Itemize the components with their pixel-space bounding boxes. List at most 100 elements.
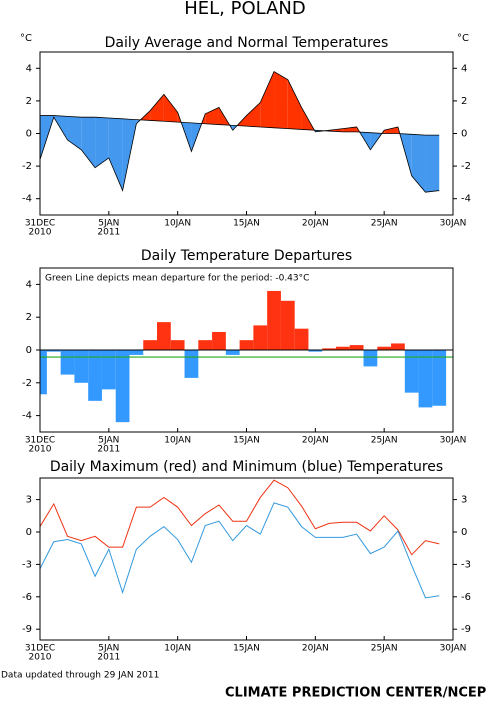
- chart-title: Daily Temperature Departures: [141, 248, 352, 264]
- bar: [88, 350, 102, 401]
- x-tick-label: 25JAN: [371, 219, 398, 229]
- x-tick-label: 30JAN: [440, 436, 467, 446]
- y-tick-label-right: 3: [461, 495, 467, 506]
- bar: [170, 340, 185, 350]
- departure-fill: [81, 117, 96, 168]
- y-tick-label: -3: [22, 559, 32, 570]
- bar: [184, 350, 199, 378]
- bar: [377, 346, 392, 350]
- bar: [363, 350, 378, 367]
- y-tick-label: -2: [22, 378, 32, 389]
- bar: [267, 290, 281, 350]
- y-tick-label-right: -4: [461, 194, 471, 205]
- departure-fill: [274, 71, 288, 129]
- bar: [225, 350, 240, 355]
- x-tick-label: 10JAN: [164, 436, 191, 446]
- bar: [322, 348, 336, 350]
- y-tick-label: 2: [26, 312, 32, 323]
- temperature-line: [40, 479, 440, 556]
- y-tick-label: 0: [26, 129, 32, 140]
- departure-fill: [150, 94, 164, 122]
- bar: [253, 325, 268, 350]
- update-note: Data updated through 29 JAN 2011: [1, 671, 159, 681]
- y-tick-label: 2: [26, 96, 32, 107]
- bar: [129, 350, 144, 355]
- plot-frame: [39, 51, 454, 216]
- y-tick-label-right: 0: [461, 129, 467, 140]
- y-tick-label: -2: [22, 161, 32, 172]
- temperature-line: [40, 115, 440, 136]
- x-tick-label: 15JAN: [233, 436, 260, 446]
- bar: [391, 343, 405, 350]
- unit-left: °C: [20, 33, 32, 44]
- bar: [60, 350, 75, 375]
- x-tick-label: 15JAN: [233, 219, 260, 229]
- bar: [349, 345, 364, 350]
- x-tick-label: 31DEC: [25, 644, 55, 654]
- departure-fill: [287, 79, 302, 130]
- unit-right: °C: [457, 33, 469, 44]
- y-tick-label: 4: [26, 63, 32, 74]
- departure-fill: [205, 107, 219, 125]
- y-tick-label: 0: [26, 345, 32, 356]
- chart-title: Daily Average and Normal Temperatures: [105, 35, 389, 51]
- bar: [335, 346, 350, 350]
- y-tick-label: -4: [22, 194, 32, 205]
- departure-fill: [342, 126, 357, 132]
- y-tick-label: -4: [22, 411, 32, 422]
- credit: CLIMATE PREDICTION CENTER/NCEP: [225, 686, 486, 701]
- bar: [280, 300, 295, 350]
- bar: [308, 350, 323, 352]
- year-label: 2010: [29, 653, 52, 663]
- bar: [101, 350, 116, 390]
- plot-frame: [39, 477, 454, 641]
- bar: [212, 331, 226, 350]
- y-tick-label: 3: [26, 495, 32, 506]
- x-tick-label: 31DEC: [25, 436, 55, 446]
- bar: [143, 340, 158, 350]
- x-tick-label: 10JAN: [164, 644, 191, 654]
- departure-fill: [246, 102, 261, 127]
- departure-fill: [425, 135, 440, 193]
- x-tick-label: 20JAN: [302, 644, 329, 654]
- x-tick-label: 15JAN: [233, 644, 260, 654]
- departure-fill: [411, 134, 426, 193]
- x-tick-label: 25JAN: [371, 436, 398, 446]
- bar: [432, 350, 447, 406]
- x-tick-label: 31DEC: [25, 219, 55, 229]
- x-tick-label: 25JAN: [371, 644, 398, 654]
- plot: [40, 479, 440, 599]
- y-tick-label-right: 0: [461, 527, 467, 538]
- departure-fill: [163, 94, 178, 123]
- bar: [418, 350, 433, 408]
- year-label: 2010: [29, 228, 52, 238]
- year-label: 2011: [97, 445, 120, 455]
- bar: [157, 322, 171, 350]
- x-tick-label: 5JAN: [98, 644, 119, 654]
- year-label: 2010: [29, 445, 52, 455]
- y-tick-label-right: -9: [461, 624, 471, 635]
- departure-fill: [95, 117, 109, 168]
- departure-fill: [397, 126, 400, 134]
- bar: [239, 340, 254, 350]
- temperature-line: [40, 502, 440, 599]
- bar: [46, 350, 61, 352]
- y-tick-label-right: -3: [461, 559, 471, 570]
- y-tick-label: -6: [22, 592, 32, 603]
- departure-fill: [108, 118, 123, 191]
- y-tick-label-right: -2: [461, 161, 471, 172]
- annotation: Green Line depicts mean departure for th…: [45, 274, 309, 284]
- bar: [404, 350, 419, 393]
- x-tick-label: 30JAN: [440, 219, 467, 229]
- chart-title: Daily Maximum (red) and Minimum (blue) T…: [50, 459, 443, 475]
- page-title: HEL, POLAND: [184, 0, 305, 19]
- x-tick-label: 5JAN: [98, 436, 119, 446]
- bar: [40, 350, 47, 395]
- temperature-line: [40, 70, 440, 193]
- x-tick-label: 20JAN: [302, 219, 329, 229]
- plot-frame: [39, 267, 454, 433]
- plot: [40, 70, 440, 193]
- departure-fill: [384, 126, 398, 134]
- departure-fill: [67, 116, 82, 150]
